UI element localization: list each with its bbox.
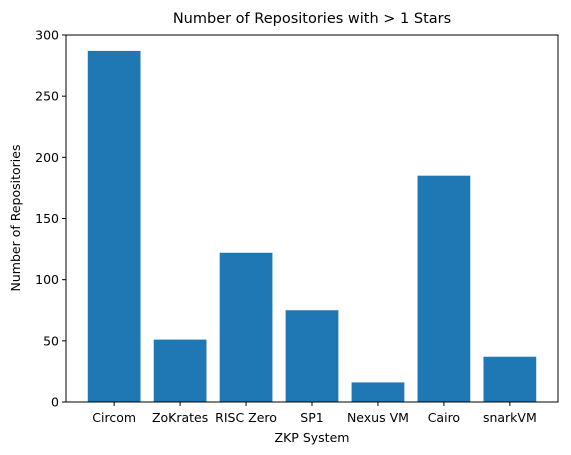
bars-group bbox=[87, 50, 537, 403]
x-axis: Circom ZoKrates RISC Zero SP1 Nexus VM Cairo s… bbox=[92, 402, 537, 425]
y-axis: 0 50 100 150 200 250 300 bbox=[35, 28, 66, 410]
y-tick-label: 200 bbox=[35, 150, 59, 165]
y-axis-label: Number of Repositories bbox=[8, 145, 23, 292]
x-tick-label: Circom bbox=[92, 410, 136, 425]
y-tick-label: 0 bbox=[51, 395, 59, 410]
plot-frame bbox=[65, 34, 559, 403]
x-tick-label: RISC Zero bbox=[215, 410, 277, 425]
bar-sp1 bbox=[285, 310, 339, 402]
x-tick-label: Cairo bbox=[428, 410, 460, 425]
x-tick-label: SP1 bbox=[300, 410, 323, 425]
bar-risc-zero bbox=[219, 252, 273, 402]
x-axis-label: ZKP System bbox=[275, 430, 350, 445]
chart-title: Number of Repositories with > 1 Stars bbox=[173, 11, 451, 27]
bar-zokrates bbox=[153, 339, 207, 402]
y-tick-label: 300 bbox=[35, 28, 59, 43]
bar-snarkvm bbox=[483, 356, 537, 402]
bar-cairo bbox=[417, 175, 471, 402]
y-tick-label: 150 bbox=[35, 211, 59, 226]
x-tick-label: ZoKrates bbox=[152, 410, 208, 425]
x-tick-label: Nexus VM bbox=[347, 410, 409, 425]
bar-nexus-vm bbox=[351, 382, 405, 402]
bar-circom bbox=[87, 50, 141, 403]
y-tick-label: 50 bbox=[43, 333, 59, 348]
x-tick-label: snarkVM bbox=[483, 410, 537, 425]
y-tick-label: 250 bbox=[35, 89, 59, 104]
y-tick-label: 100 bbox=[35, 272, 59, 287]
